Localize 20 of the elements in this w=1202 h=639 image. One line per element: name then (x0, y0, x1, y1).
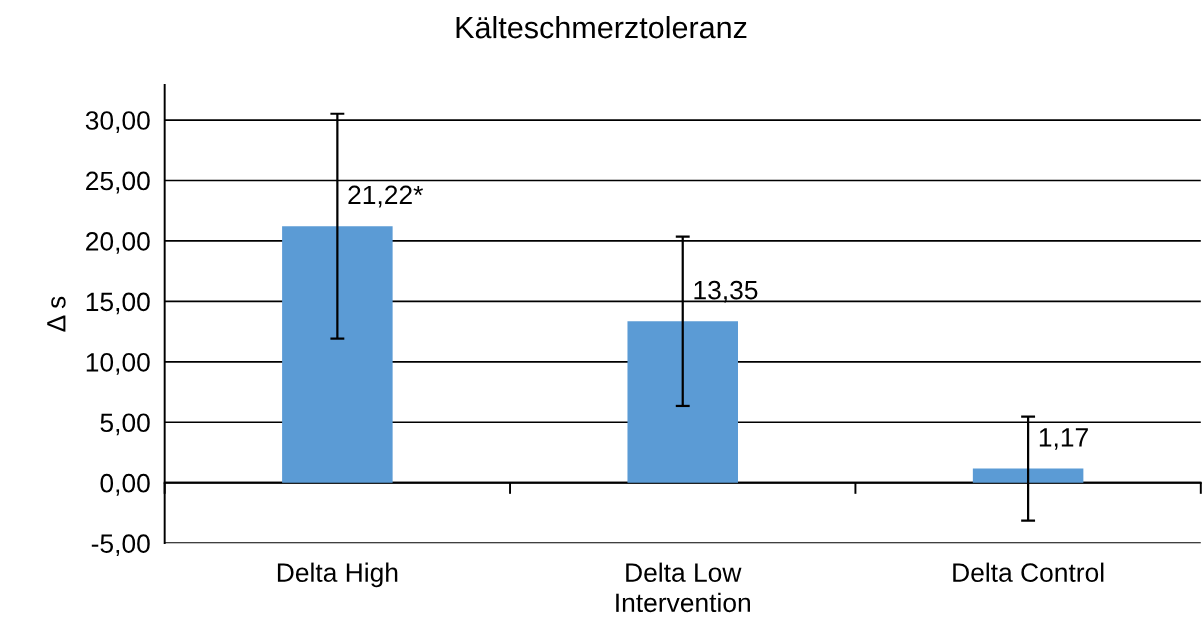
bar (972, 468, 1084, 483)
y-axis-title: Δ s (47, 296, 66, 332)
x-tick-label: Delta High (277, 562, 398, 588)
y-tick-label: 10,00 (86, 352, 150, 375)
data-label: 1,17 (1039, 428, 1088, 450)
bar (627, 321, 738, 483)
chart-title: Kälteschmerztoleranz (456, 15, 747, 39)
y-tick-label: 0,00 (100, 473, 150, 496)
y-tick-label: 20,00 (86, 232, 150, 254)
y-tick-label: 15,00 (86, 292, 150, 315)
x-tick-label: Delta Low (626, 562, 742, 582)
data-label: 13,35 (694, 280, 758, 303)
y-tick-label: -5,00 (91, 534, 150, 557)
y-tick-label: 30,00 (85, 111, 150, 133)
x-tick-label: Delta Control (953, 562, 1104, 582)
y-tick-label: 5,00 (100, 413, 150, 436)
x-axis-title: Intervention (616, 592, 750, 613)
bar (282, 226, 393, 483)
y-tick-label: 25,00 (86, 171, 150, 194)
data-label: 21,22* (348, 185, 423, 208)
